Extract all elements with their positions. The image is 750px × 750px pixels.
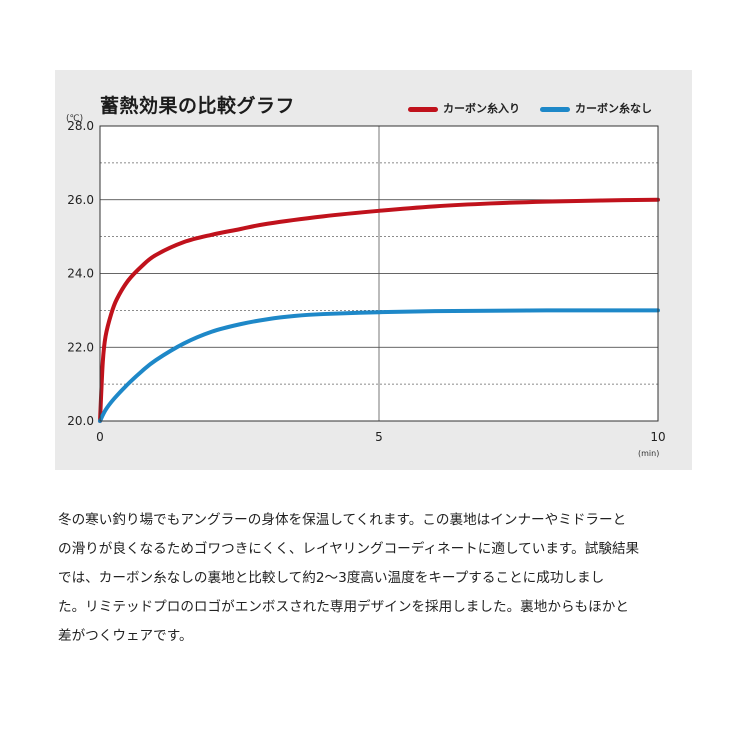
chart-title: 蓄熱効果の比較グラフ bbox=[100, 95, 296, 117]
x-tick-label: 10 bbox=[650, 430, 665, 444]
tick-labels: 20.0 22.0 24.0 26.0 28.0 0 5 10 bbox=[67, 119, 665, 444]
y-tick-label: 28.0 bbox=[67, 119, 94, 133]
x-unit-label: (min) bbox=[638, 449, 659, 458]
description-line: 差がつくウェアです。 bbox=[58, 628, 193, 644]
legend-label-no-carbon: カーボン糸なし bbox=[575, 102, 652, 115]
description-line: の滑りが良くなるためゴワつきにくく、レイヤリングコーディネートに適しています。試… bbox=[58, 541, 640, 557]
description: 冬の寒い釣り場でもアングラーの身体を保温してくれます。この裏地はインナーやミドラ… bbox=[58, 506, 698, 651]
y-tick-label: 26.0 bbox=[67, 193, 94, 207]
description-line: 冬の寒い釣り場でもアングラーの身体を保温してくれます。この裏地はインナーやミドラ… bbox=[58, 512, 627, 528]
series-line-1 bbox=[98, 308, 660, 423]
legend-swatch-no-carbon bbox=[540, 106, 570, 112]
series-line-0 bbox=[98, 197, 660, 423]
legend-swatch-carbon bbox=[408, 106, 438, 112]
legend-item-carbon: カーボン糸入り bbox=[408, 100, 520, 116]
legend-label-carbon: カーボン糸入り bbox=[443, 102, 520, 115]
y-unit-label: (℃) bbox=[66, 114, 83, 124]
x-tick-label: 5 bbox=[375, 430, 383, 444]
y-tick-label: 22.0 bbox=[67, 340, 94, 354]
series-layer bbox=[98, 197, 660, 423]
grid bbox=[100, 126, 658, 421]
description-line: た。リミテッドプロのロゴがエンボスされた専用デザインを採用しました。裏地からもほ… bbox=[58, 599, 629, 615]
line-chart: 20.0 22.0 24.0 26.0 28.0 0 5 10 (℃) (min) bbox=[66, 114, 666, 458]
legend-item-no-carbon: カーボン糸なし bbox=[540, 100, 652, 116]
y-tick-label: 24.0 bbox=[67, 267, 94, 281]
x-tick-label: 0 bbox=[96, 430, 104, 444]
description-line: では、カーボン糸なしの裏地と比較して約2〜3度高い温度をキープすることに成功しま… bbox=[58, 570, 605, 586]
plot-border bbox=[99, 125, 659, 422]
y-tick-label: 20.0 bbox=[67, 414, 94, 428]
